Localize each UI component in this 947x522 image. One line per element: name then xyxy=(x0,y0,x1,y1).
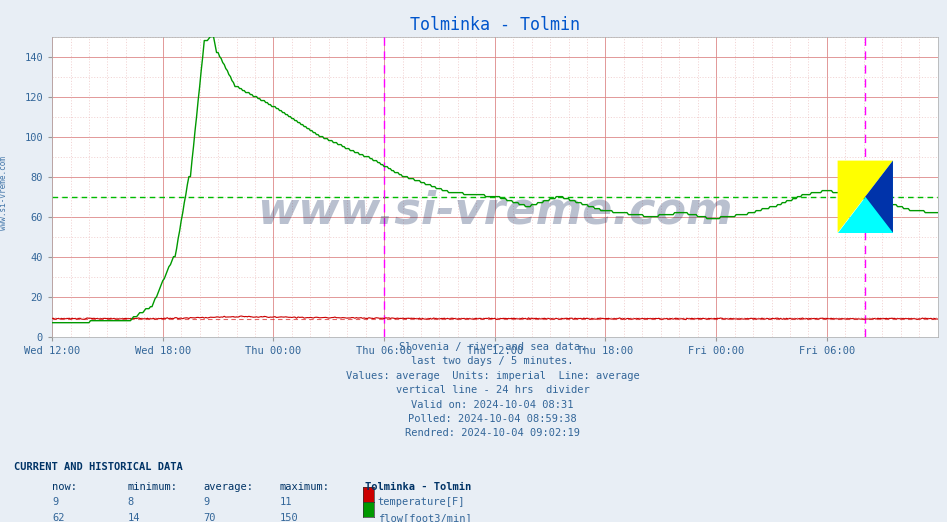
Text: CURRENT AND HISTORICAL DATA: CURRENT AND HISTORICAL DATA xyxy=(14,462,183,472)
Text: 14: 14 xyxy=(128,513,140,522)
Text: 9: 9 xyxy=(52,497,59,507)
Title: Tolminka - Tolmin: Tolminka - Tolmin xyxy=(410,16,580,33)
Text: average:: average: xyxy=(204,482,254,492)
Polygon shape xyxy=(866,161,893,233)
Text: 70: 70 xyxy=(204,513,216,522)
Text: www.si-vreme.com: www.si-vreme.com xyxy=(0,156,9,230)
Polygon shape xyxy=(837,161,893,233)
Text: maximum:: maximum: xyxy=(279,482,330,492)
Polygon shape xyxy=(837,161,893,233)
Text: 8: 8 xyxy=(128,497,134,507)
Text: temperature[F]: temperature[F] xyxy=(378,497,465,507)
Text: now:: now: xyxy=(52,482,77,492)
Text: www.si-vreme.com: www.si-vreme.com xyxy=(257,189,733,232)
Text: 62: 62 xyxy=(52,513,64,522)
Text: minimum:: minimum: xyxy=(128,482,178,492)
Text: flow[foot3/min]: flow[foot3/min] xyxy=(378,513,472,522)
Text: 9: 9 xyxy=(204,497,210,507)
Text: 150: 150 xyxy=(279,513,298,522)
Text: Tolminka - Tolmin: Tolminka - Tolmin xyxy=(365,482,471,492)
Text: Slovenia / river and sea data.
last two days / 5 minutes.
Values: average  Units: Slovenia / river and sea data. last two … xyxy=(346,342,639,438)
Text: 11: 11 xyxy=(279,497,292,507)
